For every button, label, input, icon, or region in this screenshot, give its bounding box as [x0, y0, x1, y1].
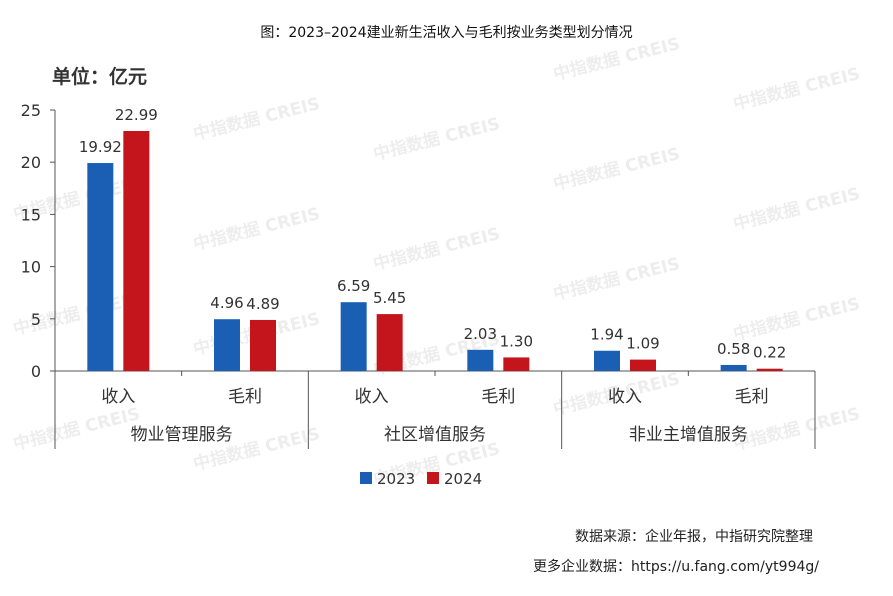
legend-label: 2023 [377, 470, 415, 488]
watermark-text: 中指数据 CREIS [191, 93, 322, 145]
y-tick-label: 25 [21, 101, 41, 120]
bar-2023 [87, 163, 114, 371]
bar-2024 [503, 357, 530, 371]
bar-2024 [376, 314, 403, 371]
bar-2024 [250, 319, 276, 371]
data-label: 0.22 [753, 344, 786, 362]
watermark-text: 中指数据 CREIS [191, 203, 322, 255]
data-label: 0.58 [717, 340, 750, 358]
group-label: 非业主增值服务 [629, 425, 748, 445]
bar-2024 [756, 368, 783, 371]
legend-swatch [427, 472, 439, 484]
unit-label: 单位：亿元 [52, 66, 148, 88]
bar-2023 [467, 349, 494, 371]
data-label: 6.59 [337, 277, 370, 295]
chart-title: 图：2023–2024建业新生活收入与毛利按业务类型划分情况 [260, 25, 633, 41]
bar-2023 [214, 319, 240, 371]
data-label: 19.92 [79, 138, 122, 156]
source-note: 数据来源：企业年报，中指研究院整理 [575, 529, 813, 545]
category-label: 收入 [355, 387, 389, 407]
group-label: 社区增值服务 [384, 425, 486, 445]
watermark-text: 中指数据 CREIS [731, 403, 862, 455]
data-label: 1.09 [626, 335, 659, 353]
labels-layer: 19.92 4.96 6.59 2.03 1.94 0.58 22.99 4.89 5.45 1.… [79, 106, 787, 362]
y-tick-label: 15 [21, 205, 41, 224]
bar-2023 [340, 302, 367, 371]
category-label: 毛利 [481, 387, 515, 407]
category-label: 收入 [608, 387, 642, 407]
y-tick-label: 10 [21, 258, 41, 277]
group-label: 物业管理服务 [131, 425, 233, 445]
watermark-text: 中指数据 CREIS [11, 403, 142, 455]
data-label: 22.99 [115, 106, 158, 124]
data-label: 1.94 [590, 326, 623, 344]
bars-layer [87, 130, 783, 371]
bar-2023 [594, 350, 620, 371]
y-tick-label: 0 [31, 362, 41, 381]
watermark-text: 中指数据 CREIS [731, 183, 862, 235]
y-tick-label: 5 [31, 310, 41, 329]
y-tick-label: 20 [21, 153, 41, 172]
watermark-text: 中指数据 CREIS [551, 143, 682, 195]
legend-label: 2024 [444, 470, 482, 488]
watermark-text: 中指数据 CREIS [371, 113, 502, 165]
watermark-text: 中指数据 CREIS [551, 253, 682, 305]
watermark-text: 中指数据 CREIS [731, 63, 862, 115]
watermark-text: 中指数据 CREIS [731, 293, 862, 345]
watermark-text: 中指数据 CREIS [551, 33, 682, 85]
data-label: 4.96 [210, 294, 243, 312]
data-label: 4.89 [246, 295, 279, 313]
category-label: 毛利 [735, 387, 769, 407]
data-label: 1.30 [500, 332, 533, 350]
category-label: 毛利 [228, 387, 262, 407]
bar-2024 [630, 359, 656, 371]
category-label: 收入 [101, 387, 135, 407]
legend-swatch [360, 472, 372, 484]
watermark-text: 中指数据 CREIS [371, 223, 502, 275]
more-data-link[interactable]: 更多企业数据：https://u.fang.com/yt994g/ [533, 559, 819, 575]
legend: 2023 2024 [360, 470, 482, 488]
data-label: 2.03 [464, 325, 497, 343]
data-label: 5.45 [373, 289, 406, 307]
bar-2023 [720, 364, 747, 371]
bar-2024 [123, 130, 150, 371]
